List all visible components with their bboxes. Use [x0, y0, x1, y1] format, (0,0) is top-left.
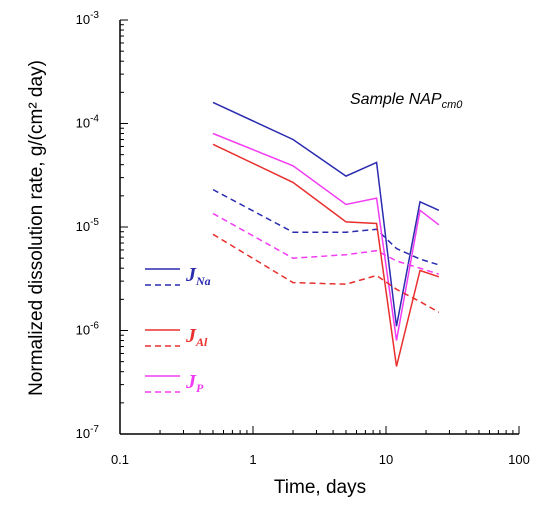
series-line-p-dashed: [212, 212, 440, 275]
sample-annotation-subscript: cm0: [442, 99, 464, 111]
x-tick-label: 0.1: [111, 452, 129, 467]
series-line-na-solid: [212, 101, 440, 327]
y-tick-label: 10-7: [76, 424, 100, 441]
y-axis-title: Normalized dissolution rate, g/(cm² day): [26, 60, 47, 396]
axis-ticks: [119, 19, 520, 435]
sample-annotation-text: Sample NAP: [350, 91, 442, 108]
x-tick-label: 10: [379, 452, 393, 467]
x-tick-label: 1: [249, 452, 256, 467]
series-line-na-dashed: [212, 188, 440, 266]
series-line-al-solid: [212, 143, 440, 367]
series-line-p-solid: [212, 132, 440, 341]
legend-label-na: JNa: [185, 264, 211, 288]
x-tick-label: 100: [508, 452, 530, 467]
y-tick-label: 10-5: [76, 217, 100, 234]
y-tick-label: 10-3: [76, 10, 100, 27]
y-tick-label: 10-4: [76, 114, 100, 131]
series-line-al-dashed: [212, 233, 440, 313]
sample-annotation: Sample NAPcm0: [350, 91, 463, 111]
y-tick-label: 10-6: [76, 321, 100, 338]
legend-label-al: JAl: [185, 325, 208, 349]
legend-label-p: JP: [185, 371, 204, 395]
data-series: [212, 101, 440, 367]
tick-labels: 0.1 1 10 100 10-7 10-6 10-5 10-4 10-3: [76, 10, 530, 467]
x-axis-title: Time, days: [274, 477, 366, 498]
legend: JNa JAl JP: [145, 264, 211, 395]
